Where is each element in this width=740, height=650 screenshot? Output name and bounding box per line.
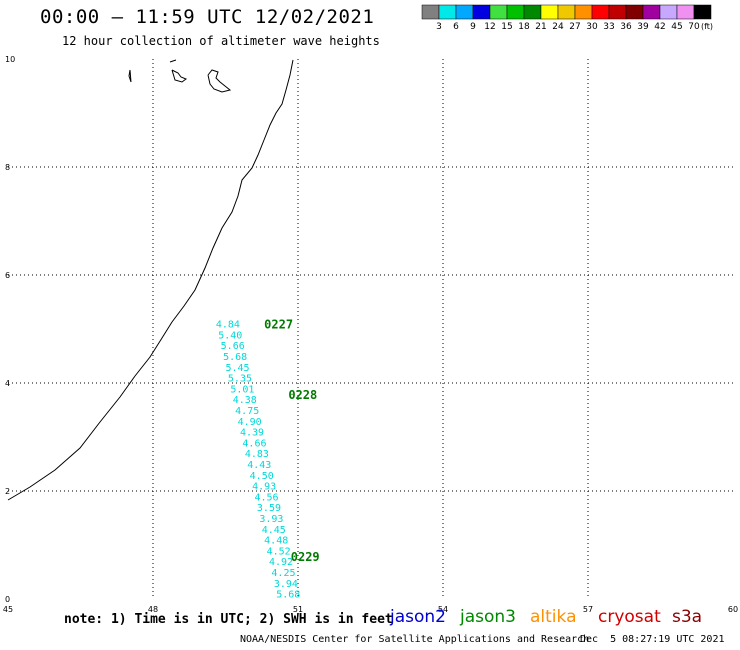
- axis-tick-labels: 45 48 51 54 57 60 0 2 4 6 8 10: [3, 55, 738, 614]
- pass-time-label: 0229: [291, 550, 320, 564]
- legend-swatch-label: 36: [620, 22, 632, 32]
- x-tick-label: 57: [583, 605, 593, 614]
- y-tick-label: 10: [5, 55, 15, 64]
- legend-swatch-label: 12: [484, 22, 495, 32]
- legend-swatch: [455, 4, 474, 20]
- island-1: [128, 69, 132, 83]
- swh-value: 5.68: [223, 352, 247, 363]
- legend-swatch: [489, 4, 508, 20]
- swh-value: 5.45: [226, 363, 250, 374]
- legend-swatch: [591, 4, 610, 20]
- credit-line: NOAA/NESDIS Center for Satellite Applica…: [240, 634, 590, 645]
- swh-value: 4.52: [267, 546, 291, 557]
- y-tick-label: 6: [5, 271, 10, 280]
- legend-swatch: [472, 4, 491, 20]
- swh-value: 4.93: [252, 482, 276, 493]
- legend-swatch: [523, 4, 542, 20]
- swh-value: 3.93: [259, 514, 283, 525]
- x-tick-label: 51: [293, 605, 303, 614]
- y-tick-label: 4: [5, 379, 10, 388]
- legend-swatch-label: 39: [637, 22, 649, 32]
- swh-value: 4.75: [235, 406, 259, 417]
- y-tick-label: 0: [5, 595, 10, 604]
- lat-lon-grid: [8, 59, 733, 599]
- legend-swatch: [540, 4, 559, 20]
- swh-value: 5.35: [228, 374, 252, 385]
- units-note: note: 1) Time is in UTC; 2) SWH is in fe…: [64, 612, 393, 627]
- legend-swatch: [574, 4, 593, 20]
- swh-value: 4.38: [233, 395, 257, 406]
- legend-swatch: [438, 4, 457, 20]
- legend-swatch-label: 6: [453, 22, 459, 32]
- legend-swatch-label: 42: [654, 22, 665, 32]
- satellite-jason2: jason2: [390, 607, 446, 627]
- legend-swatch: [608, 4, 627, 20]
- pass-time-labels: 0227 0228 0229: [264, 318, 319, 564]
- swh-value: 4.50: [250, 471, 274, 482]
- satellite-cryosat: cryosat: [598, 607, 661, 627]
- x-tick-label: 60: [728, 605, 738, 614]
- swh-value: 5.01: [230, 384, 254, 395]
- legend-swatch: [676, 4, 695, 20]
- swh-value: 3.59: [257, 503, 281, 514]
- satellite-s3a: s3a: [672, 607, 703, 627]
- swh-value: 4.84: [216, 320, 240, 331]
- pass-time-label: 0227: [264, 318, 293, 332]
- swh-value: 4.48: [264, 536, 288, 547]
- legend-swatch-label: 33: [603, 22, 614, 32]
- legend-swatch-label: 45: [671, 22, 682, 32]
- legend-swatch: [642, 4, 661, 20]
- legend-swatch-label: 21: [535, 22, 546, 32]
- swh-value: 4.66: [242, 438, 266, 449]
- swh-value: 5.40: [218, 330, 242, 341]
- page-title: 00:00 – 11:59 UTC 12/02/2021: [40, 6, 375, 28]
- legend-swatch-label: 15: [501, 22, 512, 32]
- swh-value: 5.68: [276, 590, 300, 601]
- somalia-coastline: [7, 59, 294, 501]
- y-tick-label: 2: [5, 487, 10, 496]
- island-3: [207, 69, 232, 93]
- swh-value: 4.90: [238, 417, 262, 428]
- swh-value: 4.43: [247, 460, 271, 471]
- color-legend: 3 6 9 12 15 18 21 24 27 30 33 36 39 42 45 70 (ft): [421, 4, 713, 32]
- legend-swatch: [506, 4, 525, 20]
- x-tick-label: 45: [3, 605, 13, 614]
- legend-swatch-label: 18: [518, 22, 530, 32]
- generated-timestamp: Dec 5 08:27:19 UTC 2021: [580, 634, 725, 645]
- legend-swatch-label: 24: [552, 22, 564, 32]
- legend-swatch-label: 30: [586, 22, 598, 32]
- island-2: [169, 59, 188, 83]
- legend-swatch: [557, 4, 576, 20]
- legend-swatch-label: 9: [470, 22, 476, 32]
- swh-value: 4.45: [262, 525, 286, 536]
- swh-value: 4.25: [271, 568, 295, 579]
- legend-swatch: [421, 4, 440, 20]
- legend-swatch: [625, 4, 644, 20]
- swh-value: 5.66: [221, 341, 245, 352]
- legend-swatch-label: 27: [569, 22, 580, 32]
- satellite-jason3: jason3: [460, 607, 516, 627]
- page-subtitle: 12 hour collection of altimeter wave hei…: [62, 34, 380, 48]
- wave-height-values: 4.845.405.665.685.455.355.014.384.754.90…: [216, 320, 301, 601]
- legend-swatch-label: 70: [688, 22, 700, 32]
- y-tick-label: 8: [5, 163, 10, 172]
- satellite-altika: altika: [530, 607, 577, 627]
- x-tick-label: 48: [148, 605, 158, 614]
- legend-swatch: [693, 4, 712, 20]
- legend-unit-label: (ft): [701, 22, 713, 31]
- swh-value: 3.94: [274, 579, 298, 590]
- legend-swatch: [659, 4, 678, 20]
- swh-value: 4.56: [255, 492, 279, 503]
- swh-value: 4.39: [240, 428, 264, 439]
- coastline: [7, 59, 294, 501]
- legend-swatch-label: 3: [436, 22, 442, 32]
- swh-value: 4.83: [245, 449, 269, 460]
- x-tick-label: 54: [438, 605, 448, 614]
- pass-time-label: 0228: [288, 388, 317, 402]
- swh-value: 4.92: [269, 557, 293, 568]
